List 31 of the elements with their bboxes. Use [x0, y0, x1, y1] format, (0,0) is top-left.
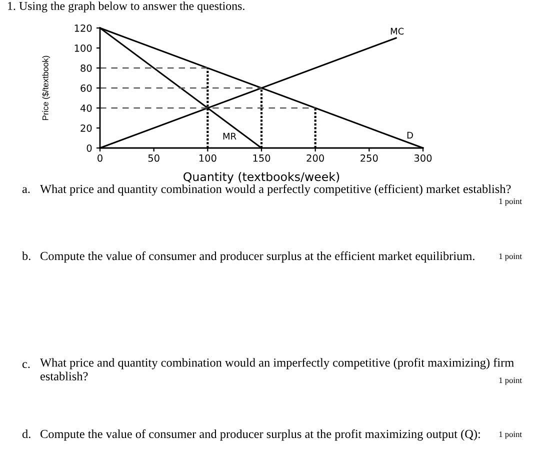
x-tick-label: 250	[360, 154, 378, 162]
series-label: MR	[223, 132, 236, 140]
text: c.	[22, 362, 30, 368]
y-tick-label: 100	[74, 44, 92, 52]
y-tick-label: 20	[80, 124, 92, 132]
text: b.	[22, 251, 30, 260]
x-axis-title: Quantity (textbooks/week)	[184, 172, 340, 184]
text: 1 point	[499, 198, 522, 206]
series-label: MC	[390, 28, 404, 35]
text: a.	[22, 187, 30, 194]
y-tick-label: 60	[80, 84, 92, 92]
x-tick-label: 0	[98, 154, 102, 162]
text: 1 point	[499, 431, 522, 439]
x-tick-label: 100	[199, 154, 216, 162]
text: d.	[22, 429, 30, 438]
x-tick-label: 300	[414, 154, 432, 162]
y-tick-label: 80	[80, 64, 92, 72]
chart-title: 1. Using the graph below to answer the questions.	[8, 2, 244, 12]
y-tick-label: 40	[80, 104, 92, 112]
y-tick-label: 0	[86, 144, 92, 152]
x-tick-label: 150	[253, 154, 270, 162]
y-axis-title: Price ($/textbook)	[42, 56, 50, 120]
text: Compute the value of consumer and producer surplus at the profit maximizing output (Q):	[40, 429, 480, 441]
text: 1 point	[499, 377, 522, 385]
text: What price and quantity combination would a perfectly competitive (efficient) market establish?	[40, 184, 511, 196]
y-tick-label: 120	[74, 24, 92, 32]
series-label: D	[407, 132, 413, 138]
text: Compute the value of consumer and producer surplus at the efficient market equilibrium.	[40, 251, 474, 263]
x-tick-label: 50	[148, 154, 160, 162]
text: 1 point	[499, 253, 522, 261]
x-tick-label: 200	[306, 154, 324, 162]
